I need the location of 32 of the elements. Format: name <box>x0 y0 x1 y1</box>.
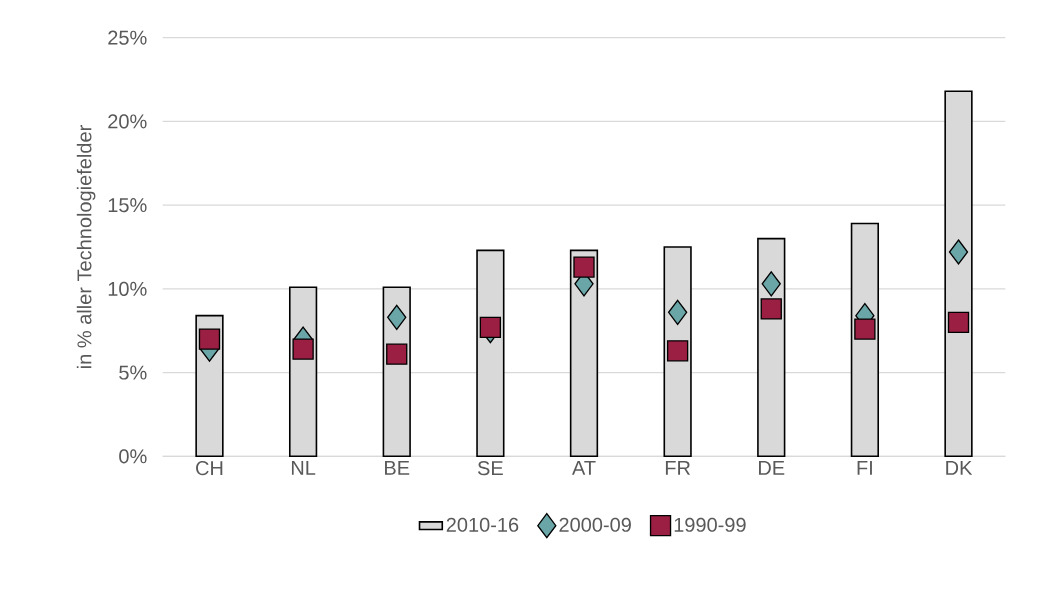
point <box>761 271 781 297</box>
y-tick-label: 25% <box>108 30 147 45</box>
x-tick-label: NL <box>291 461 316 475</box>
x-tick-label: DK <box>946 461 973 475</box>
point <box>573 256 595 278</box>
x-tick-label: CH <box>196 461 223 476</box>
point <box>948 239 969 265</box>
point <box>666 340 689 362</box>
point <box>479 316 502 339</box>
point <box>947 311 970 334</box>
legend-label: 2000-09 <box>559 517 631 532</box>
x-tick-label: FR <box>665 461 691 475</box>
y-tick-label: 5% <box>119 365 147 380</box>
x-tick-label: DE <box>758 461 785 475</box>
y-tick-label: 15% <box>108 198 147 213</box>
point <box>760 298 782 320</box>
point <box>387 304 407 330</box>
x-tick-label: FI <box>857 461 872 475</box>
x-tick-label: BE <box>385 461 410 475</box>
legend-label: 1990-99 <box>674 517 746 532</box>
x-tick-label: AT <box>572 461 596 475</box>
point <box>854 318 876 340</box>
y-tick-label: 10% <box>108 281 147 296</box>
y-axis-title: in % aller Technologiefelder <box>76 125 96 368</box>
y-tick-label: 0% <box>119 449 147 464</box>
point <box>198 328 221 350</box>
point <box>292 338 314 360</box>
legend-label: 2010-16 <box>446 517 519 532</box>
x-tick-label: SE <box>477 461 503 476</box>
y-tick-label: 20% <box>108 114 147 129</box>
point <box>667 299 688 325</box>
point <box>386 343 408 365</box>
